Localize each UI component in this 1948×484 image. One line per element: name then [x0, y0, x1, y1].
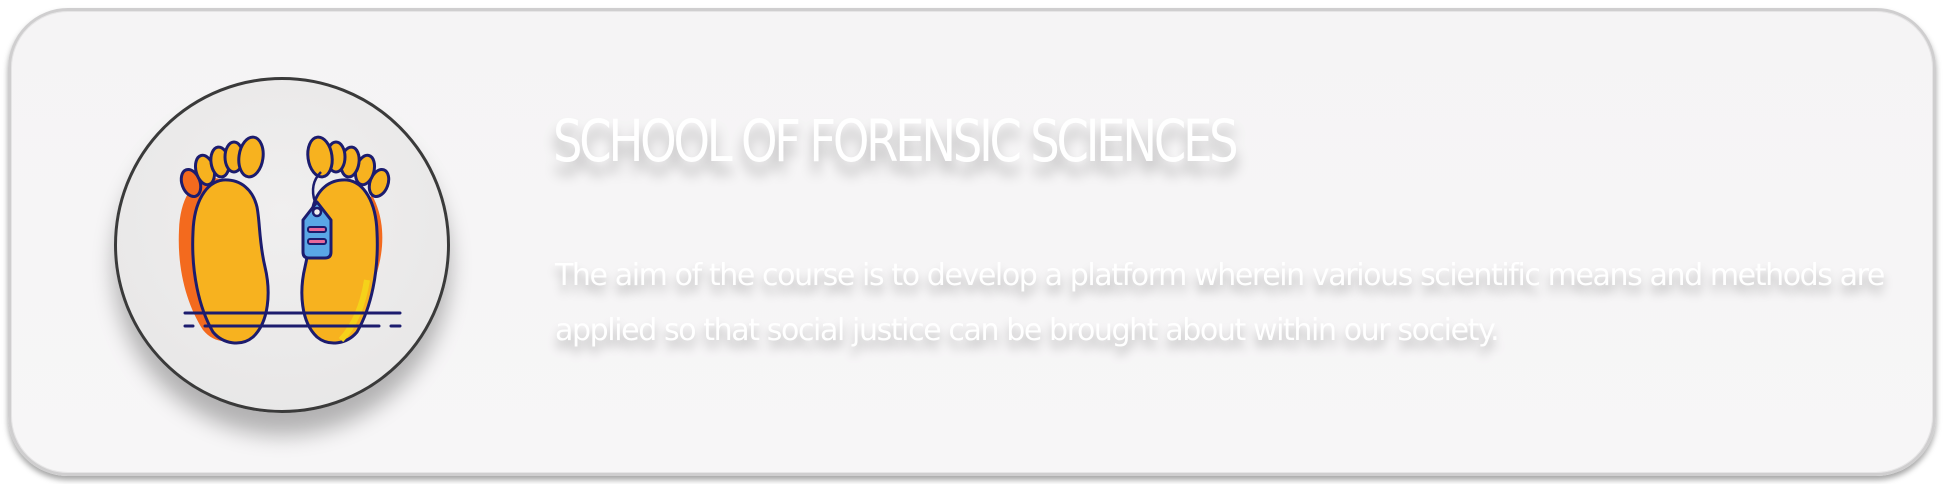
toe-tag-feet-icon: [178, 135, 402, 345]
school-card[interactable]: SCHOOL OF FORENSIC SCIENCES The aim of t…: [8, 8, 1936, 476]
icon-badge: [114, 77, 450, 413]
card-description: The aim of the course is to develop a pl…: [555, 258, 1885, 348]
card-title: SCHOOL OF FORENSIC SCIENCES: [553, 107, 1239, 175]
